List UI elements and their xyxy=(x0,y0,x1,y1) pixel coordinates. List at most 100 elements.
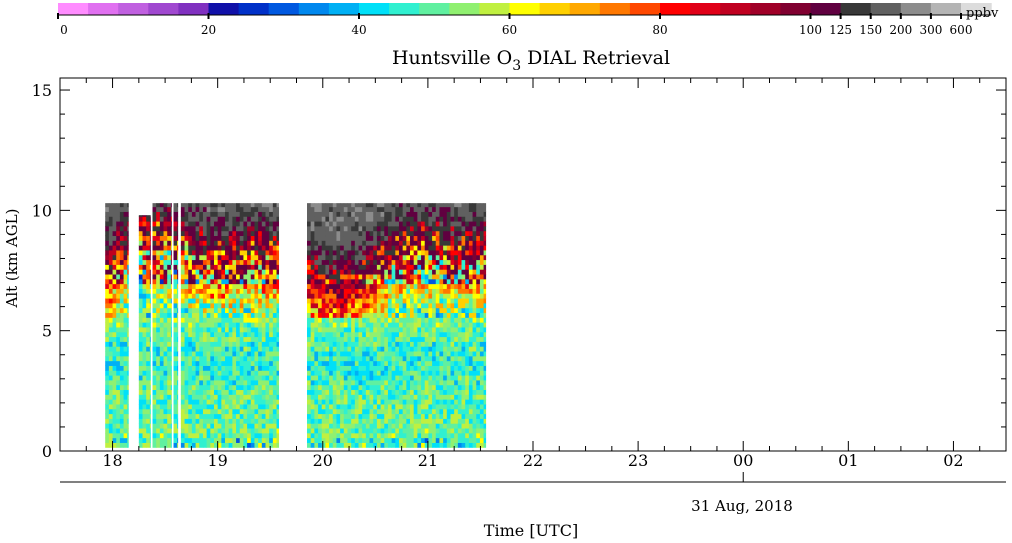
heatmap-cell xyxy=(243,360,248,366)
heatmap-cell xyxy=(454,394,459,400)
heatmap-cell xyxy=(384,322,389,328)
heatmap-cell xyxy=(398,322,404,328)
heatmap-cell xyxy=(369,375,374,381)
heatmap-cell xyxy=(239,245,244,251)
heatmap-cell xyxy=(365,317,370,323)
heatmap-cell xyxy=(236,211,241,217)
heatmap-cell xyxy=(232,355,237,362)
heatmap-cell xyxy=(191,327,196,333)
heatmap-cell xyxy=(406,375,411,381)
heatmap-cell xyxy=(369,288,374,294)
heatmap-cell xyxy=(387,389,393,395)
heatmap-cell xyxy=(351,221,356,227)
heatmap-cell xyxy=(119,351,124,357)
heatmap-cell xyxy=(435,203,440,208)
heatmap-cell xyxy=(156,341,161,347)
heatmap-cell xyxy=(318,336,323,342)
heatmap-cell xyxy=(428,384,433,391)
heatmap-cell xyxy=(373,370,378,376)
heatmap-cell xyxy=(159,423,164,429)
heatmap-cell xyxy=(479,346,484,352)
heatmap-cell xyxy=(202,298,208,304)
heatmap-cell xyxy=(108,341,113,347)
heatmap-cell xyxy=(239,375,244,381)
heatmap-cell xyxy=(272,399,277,405)
heatmap-cell xyxy=(428,442,433,448)
colorbar-swatch xyxy=(840,3,872,15)
heatmap-cell xyxy=(142,259,147,265)
heatmap-cell xyxy=(149,384,151,391)
heatmap-cell xyxy=(325,250,330,256)
heatmap-cell xyxy=(373,298,378,304)
heatmap-cell xyxy=(435,317,440,323)
heatmap-cell xyxy=(465,317,470,323)
heatmap-cell xyxy=(332,254,337,261)
heatmap-cell xyxy=(472,365,477,371)
heatmap-cell xyxy=(310,380,315,386)
heatmap-cell xyxy=(421,298,426,304)
heatmap-cell xyxy=(472,317,477,323)
heatmap-cell xyxy=(435,432,440,439)
heatmap-cell xyxy=(221,235,226,241)
heatmap-cell xyxy=(465,370,470,376)
heatmap-cell xyxy=(362,442,367,448)
heatmap-cell xyxy=(167,442,172,448)
heatmap-cell xyxy=(254,346,259,352)
heatmap-cell xyxy=(332,274,337,280)
heatmap-cell xyxy=(432,254,437,261)
heatmap-cell xyxy=(476,312,481,318)
heatmap-cell xyxy=(454,336,459,342)
heatmap-cell xyxy=(217,230,222,237)
heatmap-cell xyxy=(159,375,164,381)
heatmap-cell xyxy=(391,259,396,265)
heatmap-cell xyxy=(395,389,400,395)
heatmap-cell xyxy=(199,303,204,309)
heatmap-cell xyxy=(450,355,455,362)
heatmap-cell xyxy=(173,269,178,275)
heatmap-cell xyxy=(232,351,237,357)
heatmap-cell xyxy=(340,221,345,227)
heatmap-cell xyxy=(149,413,151,419)
heatmap-cell xyxy=(112,331,117,338)
heatmap-cell xyxy=(105,322,110,328)
heatmap-cell xyxy=(149,355,151,362)
heatmap-cell xyxy=(206,312,211,318)
heatmap-cell xyxy=(276,346,280,352)
heatmap-cell xyxy=(329,322,334,328)
heatmap-cell xyxy=(202,375,208,381)
heatmap-cell xyxy=(479,254,484,261)
heatmap-cell xyxy=(202,331,208,338)
heatmap-cell xyxy=(340,235,345,241)
heatmap-cell xyxy=(265,365,270,371)
heatmap-cell xyxy=(163,307,168,314)
heatmap-cell xyxy=(380,399,385,405)
heatmap-cell xyxy=(250,418,255,424)
heatmap-cell xyxy=(188,307,193,314)
heatmap-cell xyxy=(206,355,211,362)
heatmap-cell xyxy=(180,341,185,347)
heatmap-cell xyxy=(413,221,418,227)
heatmap-cell xyxy=(406,327,411,333)
heatmap-cell xyxy=(450,341,455,347)
heatmap-cell xyxy=(142,413,147,419)
heatmap-cell xyxy=(191,221,196,227)
heatmap-cell xyxy=(138,341,143,347)
heatmap-cell xyxy=(321,307,326,314)
heatmap-cell xyxy=(152,423,157,429)
heatmap-cell xyxy=(318,399,323,405)
heatmap-cell xyxy=(184,375,189,381)
heatmap-cell xyxy=(228,274,233,280)
heatmap-cell xyxy=(428,211,433,217)
heatmap-cell xyxy=(417,293,422,299)
heatmap-cell xyxy=(191,293,196,299)
heatmap-cell xyxy=(138,404,143,410)
heatmap-cell xyxy=(468,331,473,338)
heatmap-cell xyxy=(156,365,161,371)
heatmap-cell xyxy=(146,360,151,366)
heatmap-cell xyxy=(261,432,266,439)
heatmap-cell xyxy=(318,423,323,429)
heatmap-cell xyxy=(465,399,470,405)
heatmap-cell xyxy=(479,442,484,448)
heatmap-cell xyxy=(180,269,185,275)
heatmap-cell xyxy=(347,360,352,366)
